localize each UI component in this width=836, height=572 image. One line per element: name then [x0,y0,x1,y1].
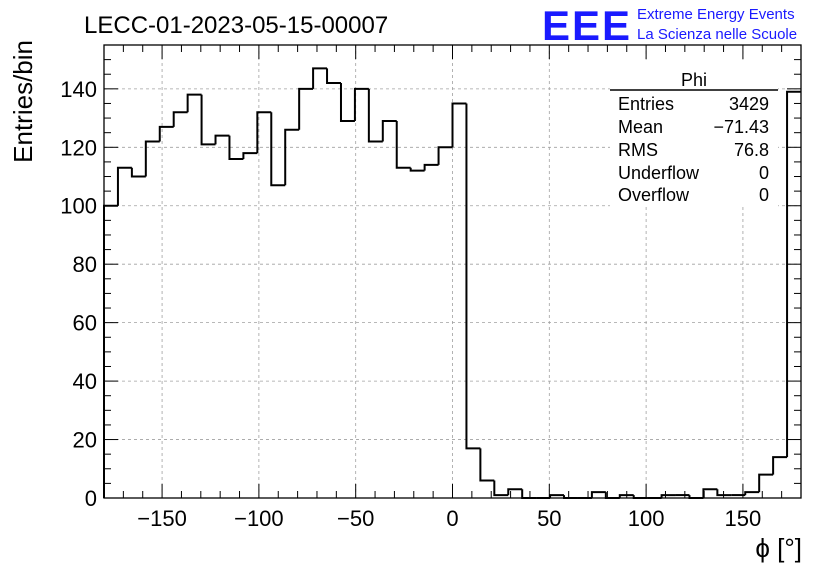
histogram-bin [465,103,481,450]
stats-box: Phi Entries 3429 Mean −71.43 RMS 76.8 Un… [610,62,778,207]
x-tick-label: −100 [234,506,284,531]
stats-label-underflow: Underflow [618,163,700,183]
stats-box-title: Phi [681,70,707,90]
histogram-bin [200,94,216,146]
histogram-bin [144,140,160,177]
histogram-bin [116,166,132,206]
y-tick-label: 120 [60,135,97,160]
stats-value-overflow: 0 [759,185,769,205]
stats-box-background [610,62,778,207]
histogram-bin [339,82,355,122]
histogram-bin [423,163,439,171]
stats-value-entries: 3429 [729,94,769,114]
plot-frame [103,44,802,499]
stats-label-entries: Entries [618,94,674,114]
histogram-bin [353,87,369,121]
histogram-bin [451,102,467,148]
y-tick-label: 0 [85,486,97,511]
histogram-bin [130,167,146,178]
histogram-bin [493,480,509,497]
eee-logo: EEE [542,2,632,49]
tick-labels: −150 −100 −50 0 50 100 150 0 20 40 60 80 100 120 140 [60,77,761,531]
y-axis-label: Entries/bin [8,40,38,163]
histogram-bin [479,448,495,482]
brand-line-1: Extreme Energy Events [637,6,795,23]
x-tick-label: 100 [628,506,665,531]
histogram-bin [660,494,676,498]
brand-line-2: La Scienza nelle Scuole [637,26,797,43]
x-tick-label: −150 [137,506,187,531]
histogram-bin [549,494,565,498]
histogram-bin [228,135,244,160]
stats-value-underflow: 0 [759,163,769,183]
stats-label-rms: RMS [618,140,658,160]
histogram-bin [367,88,383,143]
y-tick-label: 80 [73,252,97,277]
histogram-bin [381,119,397,142]
histogram-bin [172,111,188,127]
histogram-bin [786,90,801,458]
x-tick-label: −50 [337,506,374,531]
histogram-bin [716,489,732,497]
histogram-bin [395,120,411,169]
y-tick-label: 140 [60,77,97,102]
x-tick-label: 50 [537,506,561,531]
x-axis-label: ϕ [°] [755,533,802,563]
histogram-bin [298,87,314,130]
y-tick-label: 40 [73,369,97,394]
histogram-bin [758,473,774,493]
histogram-bin [409,167,425,172]
histogram-bin [242,152,258,159]
histogram-bin [186,93,202,113]
histogram-bin [437,146,453,165]
x-tick-label: 150 [725,506,762,531]
run-title: LECC-01-2023-05-15-00007 [84,12,388,39]
y-tick-label: 20 [73,428,97,453]
histogram-bin [618,494,634,498]
stats-value-mean: −71.43 [713,117,769,137]
histogram-bin [521,489,537,499]
histogram-bin [507,488,523,496]
histogram-bin [702,488,718,498]
y-tick-label: 100 [60,194,97,219]
stats-label-overflow: Overflow [618,185,690,205]
histogram-bin [312,67,328,89]
axis-ticks [103,44,802,499]
stats-label-mean: Mean [618,117,663,137]
histogram-bin [158,125,174,142]
histogram-bin [604,492,620,499]
histogram-bin [256,111,272,154]
histogram-bin [744,491,760,496]
x-tick-label: 0 [446,506,458,531]
histogram-bin [772,456,788,475]
stats-value-rms: 76.8 [734,140,769,160]
histogram-bin [284,128,300,186]
histogram-bin [590,491,606,498]
y-tick-label: 60 [73,311,97,336]
histogram-bin [214,134,230,145]
histogram-bin [326,68,341,84]
histogram-bin [270,112,286,187]
